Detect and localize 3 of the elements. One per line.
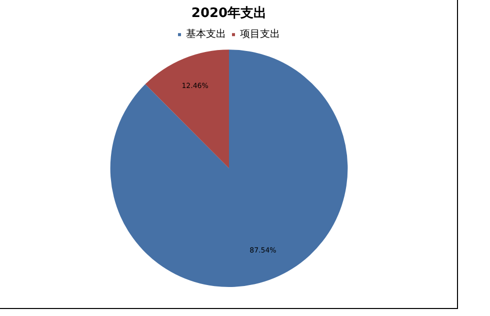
chart-title: 2020年支出	[191, 6, 267, 22]
legend-label: 项目支出	[240, 28, 280, 40]
legend-label: 基本支出	[186, 28, 226, 40]
